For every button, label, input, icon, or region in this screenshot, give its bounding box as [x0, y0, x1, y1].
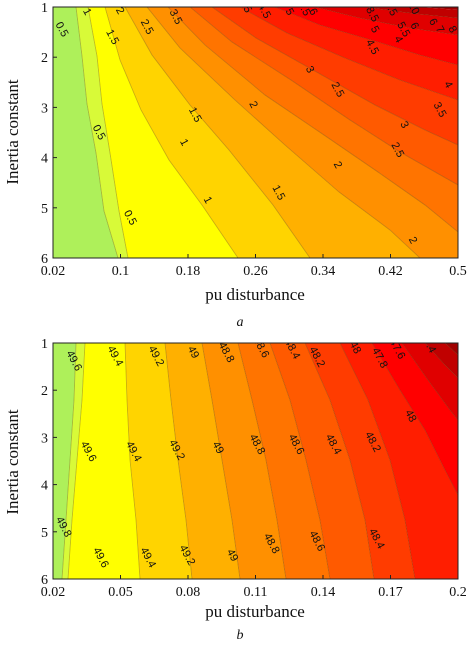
- panel-a-x-axis-label: pu disturbance: [205, 285, 305, 304]
- panel-a-contour-label: 2: [113, 5, 126, 16]
- panel-a-contour-label: 2: [246, 99, 259, 110]
- panel-b-contour-label: 49: [210, 440, 226, 456]
- panel-a-contour-label: 2: [331, 160, 344, 171]
- panel-a-contour-label: 9.5: [382, 0, 400, 18]
- panel-b-x-tick-label: 0.2: [449, 585, 467, 600]
- panel-a-contour-label: 4: [391, 34, 404, 45]
- panel-a-contour-label: 6: [407, 21, 420, 32]
- panel-a-y-tick-label: 1: [41, 1, 48, 16]
- panel-b-y-tick-label: 4: [41, 479, 48, 494]
- panel-a-x-tick-label: 0.5: [449, 264, 467, 279]
- panel-a-contour-label: 5: [240, 4, 253, 15]
- panel-a-contour-label: 5: [283, 6, 296, 17]
- panel-b-y-tick-label: 2: [41, 384, 48, 399]
- panel-a-contour-label: 6: [306, 6, 319, 17]
- panel-a-contour-label: 4: [441, 79, 454, 90]
- panel-a-x-tick-label: 0.42: [378, 264, 403, 279]
- panel-b-x-ticks: 0.02 0.05 0.08 0.11 0.14 0.17 0.2: [41, 575, 467, 600]
- panel-a-y-tick-label: 3: [41, 101, 48, 116]
- panel-a-x-tick-label: 0.26: [243, 264, 268, 279]
- panel-a-caption: a: [237, 315, 244, 330]
- panel-b-x-axis-label: pu disturbance: [205, 602, 305, 621]
- panel-a-x-ticks: 0.02 0.1 0.18 0.26 0.34 0.42 0.5: [41, 254, 467, 279]
- panel-b-x-tick-label: 0.02: [41, 585, 66, 600]
- panel-a-contour-label: 2: [406, 235, 419, 246]
- panel-a-contour-label: 1: [80, 6, 93, 17]
- panel-a-contour-label: 3: [397, 119, 410, 130]
- panel-a-contour-label: 8: [445, 24, 458, 35]
- panel-b-y-tick-label: 5: [41, 526, 48, 541]
- panel-b-y-ticks: 1 2 3 4 5 6: [41, 337, 57, 588]
- panel-a-x-tick-label: 0.34: [311, 264, 336, 279]
- panel-a-contour-label: 6.5: [295, 0, 313, 18]
- panel-a-y-ticks: 1 2 3 4 5 6: [41, 1, 57, 267]
- panel-b-x-tick-label: 0.14: [311, 585, 336, 600]
- panel-a-x-tick-label: 0.18: [176, 264, 201, 279]
- panel-b-contour-fill: 49.6 49.4 49.2 49 48.8 48.6 48.4 48.2 48 47.847.6…: [53, 343, 458, 579]
- panel-a-contour-label: 10: [405, 0, 421, 16]
- panel-a-contour-label: 7: [433, 24, 446, 35]
- panel-a-contour-label: 0.5: [53, 20, 71, 39]
- panel-a-contour-label: 1: [177, 137, 190, 148]
- panel-a-x-tick-label: 0.02: [41, 264, 66, 279]
- panel-a-y-tick-label: 2: [41, 51, 48, 66]
- panel-b: 49.6 49.4 49.2 49 48.8 48.6 48.4 48.2 48 47.847.6…: [3, 337, 467, 643]
- panel-b-y-tick-label: 1: [41, 337, 48, 352]
- panel-b-contour-label: 49: [185, 344, 201, 360]
- panel-a-contour-label: 3: [303, 64, 316, 75]
- panel-a-contour-label: 6: [426, 16, 439, 27]
- panel-a-x-tick-label: 0.1: [112, 264, 130, 279]
- panel-a: 0.510.50.51.51122.51.53.521.532.522.533.…: [3, 0, 467, 330]
- panel-b-contour-label: 48: [402, 408, 418, 424]
- panel-b-x-tick-label: 0.05: [108, 585, 133, 600]
- panel-a-y-tick-label: 4: [41, 152, 48, 167]
- panel-b-caption: b: [237, 628, 244, 643]
- panel-b-x-tick-label: 0.17: [378, 585, 403, 600]
- panel-b-y-axis-label: Inertia constant: [3, 409, 22, 515]
- panel-a-contour-label: 5: [368, 24, 381, 35]
- panel-b-contour-label: 49: [224, 547, 240, 563]
- panel-b-x-tick-label: 0.08: [176, 585, 201, 600]
- panel-a-contour-label: 1: [201, 195, 214, 206]
- panel-a-y-tick-label: 5: [41, 202, 48, 217]
- panel-a-y-tick-label: 6: [41, 252, 48, 267]
- panel-a-y-axis-label: Inertia constant: [3, 79, 22, 185]
- panel-b-y-tick-label: 6: [41, 573, 48, 588]
- panel-b-x-tick-label: 0.11: [244, 585, 268, 600]
- panel-b-y-tick-label: 3: [41, 431, 48, 446]
- panel-a-contour-fill: 0.510.50.51.51122.51.53.521.532.522.533.…: [53, 0, 458, 258]
